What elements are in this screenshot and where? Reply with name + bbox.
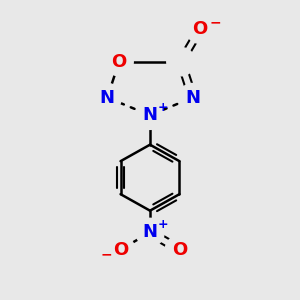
Text: +: + [158,100,169,113]
Text: N: N [185,88,200,106]
Text: O: O [192,20,208,38]
Circle shape [136,101,164,129]
Text: O: O [172,241,187,259]
Circle shape [165,236,194,264]
Circle shape [136,218,164,247]
Circle shape [186,15,214,44]
Circle shape [167,47,195,76]
Circle shape [178,83,207,112]
Text: −: − [210,16,221,30]
Text: O: O [112,53,127,71]
Text: O: O [113,241,128,259]
Text: N: N [142,224,158,242]
Text: +: + [158,218,169,231]
Circle shape [105,47,133,76]
Text: N: N [142,106,158,124]
Text: N: N [100,88,115,106]
Circle shape [106,236,135,264]
Text: −: − [100,248,112,262]
Circle shape [93,83,122,112]
